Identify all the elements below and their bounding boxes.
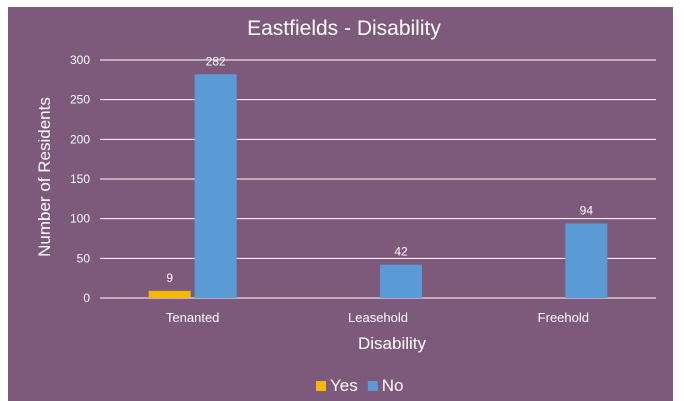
x-axis-title: Disability xyxy=(358,334,427,353)
legend-label-no: No xyxy=(382,376,404,395)
y-tick-label: 250 xyxy=(70,93,90,107)
data-label: 42 xyxy=(394,245,408,259)
legend-swatch-yes xyxy=(316,381,326,391)
legend-swatch-no xyxy=(367,381,378,391)
y-axis-title: Number of Residents xyxy=(35,97,54,257)
data-label: 282 xyxy=(206,54,226,68)
chart-title: Eastfields - Disability xyxy=(247,17,441,40)
y-tick-label: 100 xyxy=(70,212,90,226)
bar-no-tenanted xyxy=(194,74,237,298)
y-tick-label: 0 xyxy=(83,291,90,305)
x-tick-labels: Tenanted Leasehold Freehold xyxy=(166,310,589,325)
y-tick-label: 200 xyxy=(70,132,90,146)
data-label: 9 xyxy=(166,271,173,285)
bar-no-leasehold xyxy=(380,264,422,298)
bar-no-freehold xyxy=(565,223,608,298)
y-tick-label: 300 xyxy=(70,53,90,67)
y-tick-labels: 0 50 100 150 200 250 300 xyxy=(70,53,90,305)
x-tick-label: Freehold xyxy=(538,310,589,325)
y-tick-label: 50 xyxy=(77,251,91,265)
bars xyxy=(148,74,608,298)
x-tick-label: Leasehold xyxy=(348,310,408,325)
legend-label-yes: Yes xyxy=(330,376,358,395)
data-labels: 9 282 42 94 xyxy=(166,54,593,285)
bar-chart: Eastfields - Disability 0 50 100 150 200 250 3… xyxy=(35,17,656,395)
gridlines xyxy=(100,59,656,299)
legend: Yes No xyxy=(316,376,403,395)
x-tick-label: Tenanted xyxy=(166,310,220,325)
chart-frame: Eastfields - Disability 0 50 100 150 200 250 3… xyxy=(8,7,673,401)
bar-yes-tenanted xyxy=(148,290,191,298)
data-label: 94 xyxy=(580,203,594,217)
y-tick-label: 150 xyxy=(70,172,90,186)
